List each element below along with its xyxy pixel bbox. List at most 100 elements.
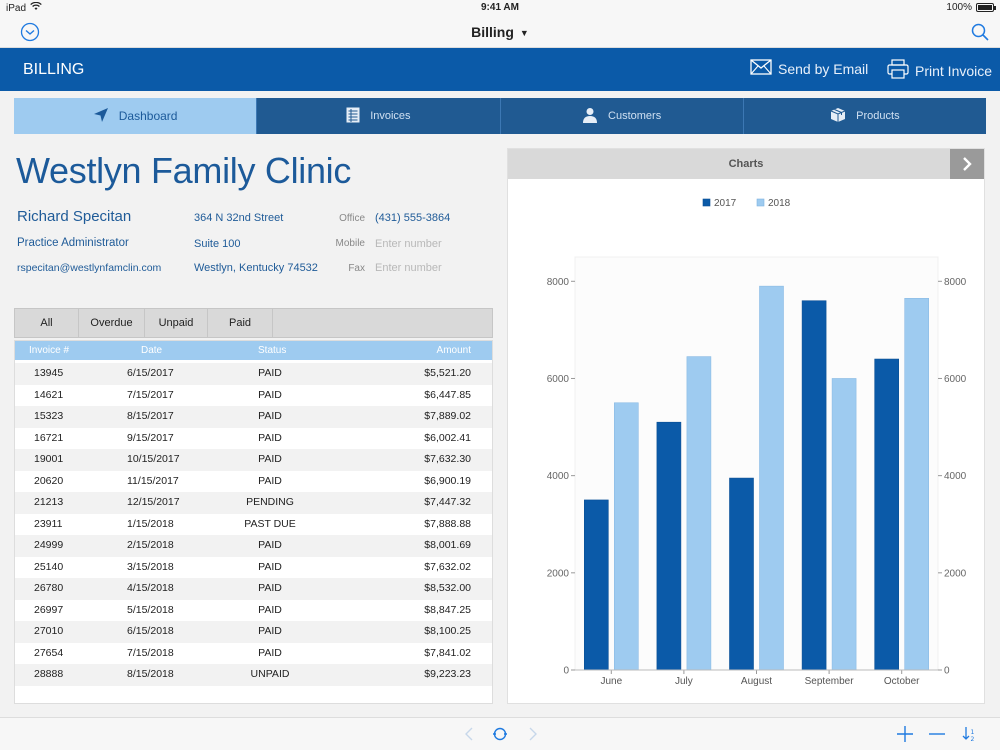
tab-dashboard[interactable]: Dashboard [14, 98, 258, 134]
bar-2018-june [614, 402, 639, 671]
invoice-amount-cell: $9,223.23 [424, 668, 471, 680]
column-header-invoice[interactable]: Invoice # [29, 345, 70, 356]
y-tick-label: 2000 [547, 568, 570, 579]
chevron-down-circle-icon[interactable] [20, 22, 40, 42]
invoice-date-cell: 6/15/2017 [127, 367, 174, 379]
invoice-status-cell: PENDING [246, 496, 294, 508]
search-icon[interactable] [970, 22, 990, 42]
column-header-date[interactable]: Date [141, 345, 163, 356]
table-row[interactable]: 16721 9/15/2017 PAID $6,002.41 [15, 428, 492, 450]
invoice-status-cell: PAID [258, 410, 282, 422]
table-body: 13945 6/15/2017 PAID $5,521.20 14621 7/15/201… [15, 360, 492, 686]
invoice-number-cell: 25140 [34, 560, 64, 573]
filter-all-button[interactable]: All [15, 309, 79, 337]
invoice-status-cell: PAID [258, 388, 282, 401]
legend-label-2017: 2017 [714, 198, 737, 209]
invoice-amount-cell: $7,889.02 [424, 410, 471, 422]
invoice-status-cell: PAST DUE [244, 517, 296, 530]
table-row[interactable]: 28888 8/15/2018 UNPAID $9,223.23 [15, 664, 492, 686]
filter-unpaid-button[interactable]: Unpaid [145, 309, 208, 337]
office-phone[interactable]: (431) 555-3864 [375, 212, 451, 224]
chevron-right-icon[interactable] [950, 149, 984, 179]
invoice-number-cell: 14621 [34, 388, 64, 401]
box-icon [830, 107, 846, 126]
table-row[interactable]: 21213 12/15/2017 PENDING $7,447.32 [15, 492, 492, 514]
invoice-date-cell: 12/15/2017 [127, 496, 180, 508]
bar-2017-july [656, 421, 682, 671]
x-tick-label: June [600, 676, 622, 687]
invoice-status-cell: PAID [258, 431, 282, 444]
invoice-number-cell: 27010 [34, 625, 64, 637]
filter-overdue-button[interactable]: Overdue [79, 309, 145, 337]
minus-icon[interactable] [927, 724, 947, 744]
column-header-amount[interactable]: Amount [436, 345, 471, 356]
bar-2018-august [759, 285, 784, 671]
nav-title-dropdown[interactable]: Billing ▼ [0, 24, 1000, 40]
table-row[interactable]: 15323 8/15/2017 PAID $7,889.02 [15, 406, 492, 428]
plus-icon[interactable] [895, 724, 915, 744]
office-label: Office [339, 213, 365, 224]
invoice-amount-cell: $8,532.00 [424, 582, 471, 594]
x-tick-label: August [741, 676, 772, 687]
table-row[interactable]: 20620 11/15/2017 PAID $6,900.19 [15, 471, 492, 493]
invoice-date-cell: 9/15/2017 [127, 431, 174, 444]
invoice-date-cell: 3/15/2018 [127, 560, 174, 573]
invoice-number-cell: 26780 [34, 582, 64, 594]
secondary-y-tick-label: 2000 [944, 568, 967, 579]
table-row[interactable]: 19001 10/15/2017 PAID $7,632.30 [15, 449, 492, 471]
fax-field[interactable]: Enter number [375, 262, 442, 274]
invoice-date-cell: 7/15/2018 [127, 646, 174, 659]
table-row[interactable]: 26997 5/15/2018 PAID $8,847.25 [15, 600, 492, 622]
refresh-icon[interactable] [490, 724, 510, 744]
invoice-date-cell: 8/15/2017 [127, 410, 174, 422]
contact-title: Practice Administrator [17, 237, 129, 249]
invoice-status-cell: PAID [258, 625, 282, 637]
invoice-date-cell: 11/15/2017 [127, 474, 179, 487]
invoice-number-cell: 20620 [34, 474, 64, 487]
tab-products[interactable]: Products [743, 98, 986, 134]
send-email-button[interactable]: Send by Email [750, 59, 868, 78]
contact-email[interactable]: rspecitan@westlynfamclin.com [17, 262, 162, 274]
invoice-number-cell: 15323 [34, 410, 64, 422]
forward-icon[interactable] [522, 724, 542, 744]
address-line-2: Suite 100 [194, 238, 241, 250]
table-row[interactable]: 27654 7/15/2018 PAID $7,841.02 [15, 643, 492, 665]
invoice-status-cell: UNPAID [250, 668, 290, 680]
filter-paid-button[interactable]: Paid [208, 309, 273, 337]
contact-name: Richard Specitan [17, 208, 132, 225]
invoice-status-cell: PAID [258, 603, 282, 616]
tab-invoices[interactable]: Invoices [257, 98, 501, 134]
tab-label: Dashboard [118, 109, 178, 123]
invoice-date-cell: 6/15/2018 [127, 625, 174, 637]
mobile-field[interactable]: Enter number [375, 238, 442, 250]
bar-chart: 0 2000 4000 6000 8000 0 2000 4000 6000 8000 June Ju… [547, 198, 967, 687]
invoice-date-cell: 1/15/2018 [127, 517, 174, 530]
printer-icon [887, 59, 909, 82]
address-line-3: Westlyn, Kentucky 74532 [194, 262, 318, 274]
table-row[interactable]: 25140 3/15/2018 PAID $7,632.02 [15, 557, 492, 579]
table-row[interactable]: 14621 7/15/2017 PAID $6,447.85 [15, 385, 492, 407]
table-row[interactable]: 24999 2/15/2018 PAID $8,001.69 [15, 535, 492, 557]
tab-customers[interactable]: Customers [500, 98, 744, 134]
app-header: BILLING Send by Email Print Invoice [0, 48, 1000, 91]
invoice-number-cell: 13945 [34, 367, 64, 379]
invoice-number-cell: 16721 [34, 431, 64, 444]
mobile-label: Mobile [335, 238, 365, 249]
table-row[interactable]: 26780 4/15/2018 PAID $8,532.00 [15, 578, 492, 600]
battery-icon [976, 3, 996, 12]
invoice-amount-cell: $6,002.41 [424, 431, 471, 444]
column-header-status[interactable]: Status [258, 345, 287, 356]
table-row[interactable]: 13945 6/15/2017 PAID $5,521.20 [15, 363, 492, 385]
table-row[interactable]: 23911 1/15/2018 PAST DUE $7,888.88 [15, 514, 492, 536]
table-row[interactable]: 27010 6/15/2018 PAID $8,100.25 [15, 621, 492, 643]
caret-down-icon: ▼ [519, 28, 529, 39]
table-header: Invoice # Date Status Amount [15, 341, 492, 360]
back-icon[interactable] [460, 724, 480, 744]
fax-label: Fax [348, 263, 365, 274]
invoice-date-cell: 8/15/2018 [127, 668, 174, 680]
invoice-number-cell: 28888 [34, 668, 64, 680]
invoice-amount-cell: $6,447.85 [424, 388, 471, 401]
print-invoice-button[interactable]: Print Invoice [887, 59, 992, 82]
